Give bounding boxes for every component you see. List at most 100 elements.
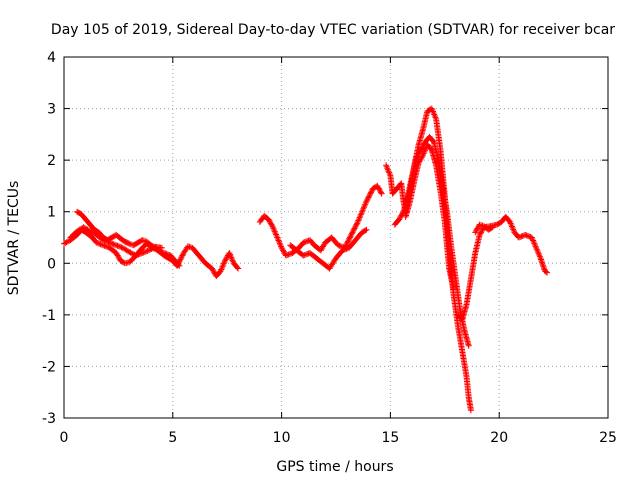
- data-point: [418, 154, 425, 161]
- y-tick-label: -2: [42, 359, 56, 375]
- data-point: [531, 241, 538, 248]
- data-point: [93, 239, 100, 246]
- data-series: [61, 105, 551, 414]
- data-point: [102, 238, 109, 245]
- x-tick-label: 5: [168, 430, 177, 446]
- data-point: [272, 230, 279, 237]
- data-point: [276, 240, 283, 247]
- y-tick-label: -1: [42, 308, 56, 324]
- data-point: [351, 225, 358, 232]
- data-point: [266, 217, 273, 224]
- data-point: [319, 244, 326, 251]
- data-point: [417, 148, 424, 155]
- data-point: [110, 241, 117, 248]
- data-point: [523, 232, 530, 239]
- data-point: [349, 229, 356, 236]
- data-point: [344, 239, 351, 246]
- data-point: [220, 260, 227, 267]
- data-point: [320, 242, 327, 249]
- data-point: [109, 240, 116, 247]
- data-point: [339, 247, 346, 254]
- data-point: [226, 249, 233, 256]
- data-point: [177, 256, 184, 263]
- data-point: [364, 197, 371, 204]
- data-point: [419, 153, 426, 160]
- data-point: [280, 247, 287, 254]
- data-point: [63, 239, 70, 246]
- data-point: [517, 233, 524, 240]
- data-point: [275, 237, 282, 244]
- data-point: [269, 224, 276, 231]
- x-tick-label: 0: [60, 430, 69, 446]
- data-point: [279, 246, 286, 253]
- data-point: [300, 252, 307, 259]
- data-point: [534, 247, 541, 254]
- data-point: [220, 262, 227, 269]
- data-point: [106, 239, 113, 246]
- data-point: [282, 252, 289, 259]
- data-point: [422, 146, 429, 153]
- data-point: [273, 233, 280, 240]
- data-point: [285, 251, 292, 258]
- data-point: [102, 243, 109, 250]
- data-point: [115, 243, 122, 250]
- data-point: [384, 166, 391, 173]
- data-point: [104, 238, 111, 245]
- data-point: [132, 252, 139, 259]
- data-point: [385, 168, 392, 175]
- data-point: [266, 219, 273, 226]
- data-point: [88, 229, 95, 236]
- data-point: [114, 242, 121, 249]
- data-point: [230, 258, 237, 265]
- data-point: [336, 242, 343, 249]
- y-tick-label: -3: [42, 411, 56, 427]
- data-point: [128, 250, 135, 257]
- data-point: [142, 238, 149, 245]
- data-point: [101, 242, 108, 249]
- data-point: [360, 205, 367, 212]
- data-point: [429, 107, 436, 114]
- data-point: [118, 244, 125, 251]
- data-point: [209, 266, 216, 273]
- data-point: [116, 255, 123, 262]
- data-point: [344, 238, 351, 245]
- data-point: [418, 145, 425, 152]
- data-point: [113, 251, 120, 258]
- data-point: [377, 188, 384, 195]
- data-point: [226, 251, 233, 258]
- data-point: [100, 237, 107, 244]
- data-point: [96, 240, 103, 247]
- data-point: [174, 262, 181, 269]
- data-point: [114, 252, 121, 259]
- y-tick-label: 0: [47, 256, 56, 272]
- data-point: [350, 228, 357, 235]
- data-point: [348, 231, 355, 238]
- data-point: [347, 233, 354, 240]
- data-point: [176, 258, 183, 265]
- data-point: [363, 198, 370, 205]
- data-point: [143, 248, 150, 255]
- data-point: [417, 146, 424, 153]
- data-point: [176, 257, 183, 264]
- data-point: [530, 237, 537, 244]
- data-point: [346, 235, 353, 242]
- data-point: [345, 237, 352, 244]
- data-point: [301, 239, 308, 246]
- data-point: [396, 216, 403, 223]
- plot-area-frame: [63, 56, 609, 419]
- data-point: [217, 268, 224, 275]
- data-point: [101, 237, 108, 244]
- data-point: [343, 245, 350, 252]
- data-point: [536, 253, 543, 260]
- y-axis-label: SDTVAR / TECUs: [6, 181, 22, 296]
- data-point: [508, 223, 515, 230]
- data-point: [383, 163, 390, 170]
- data-point: [354, 219, 361, 226]
- data-point: [430, 109, 437, 116]
- data-point: [361, 202, 368, 209]
- data-point: [368, 189, 375, 196]
- data-point: [208, 265, 215, 272]
- data-point: [365, 194, 372, 201]
- data-point: [431, 112, 438, 119]
